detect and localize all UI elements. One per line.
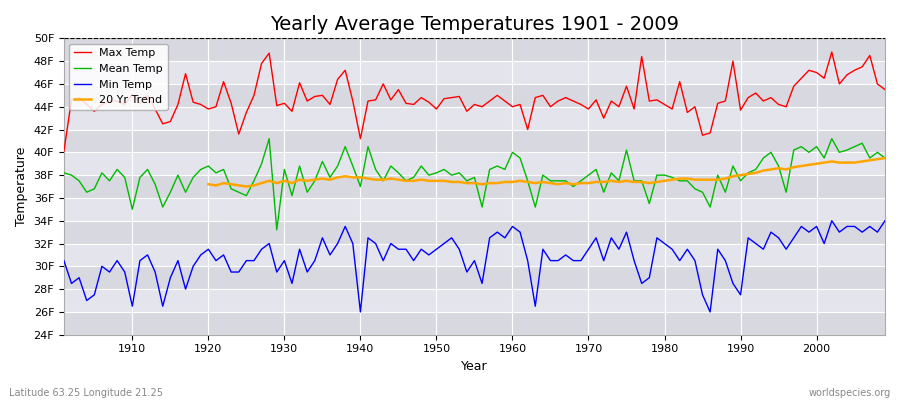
Bar xyxy=(64,130,885,152)
Y-axis label: Temperature: Temperature xyxy=(15,147,28,226)
Bar xyxy=(64,175,885,198)
Bar xyxy=(64,266,885,289)
Bar xyxy=(64,84,885,107)
Text: Latitude 63.25 Longitude 21.25: Latitude 63.25 Longitude 21.25 xyxy=(9,388,163,398)
Legend: Max Temp, Mean Temp, Min Temp, 20 Yr Trend: Max Temp, Mean Temp, Min Temp, 20 Yr Tre… xyxy=(69,44,167,110)
Bar xyxy=(64,198,885,221)
Bar xyxy=(64,38,885,61)
Bar xyxy=(64,107,885,130)
Bar xyxy=(64,61,885,84)
Bar xyxy=(64,152,885,175)
Title: Yearly Average Temperatures 1901 - 2009: Yearly Average Temperatures 1901 - 2009 xyxy=(270,15,679,34)
Bar xyxy=(64,312,885,335)
Bar xyxy=(64,221,885,244)
Bar xyxy=(64,244,885,266)
Bar xyxy=(64,289,885,312)
X-axis label: Year: Year xyxy=(461,360,488,373)
Text: worldspecies.org: worldspecies.org xyxy=(809,388,891,398)
